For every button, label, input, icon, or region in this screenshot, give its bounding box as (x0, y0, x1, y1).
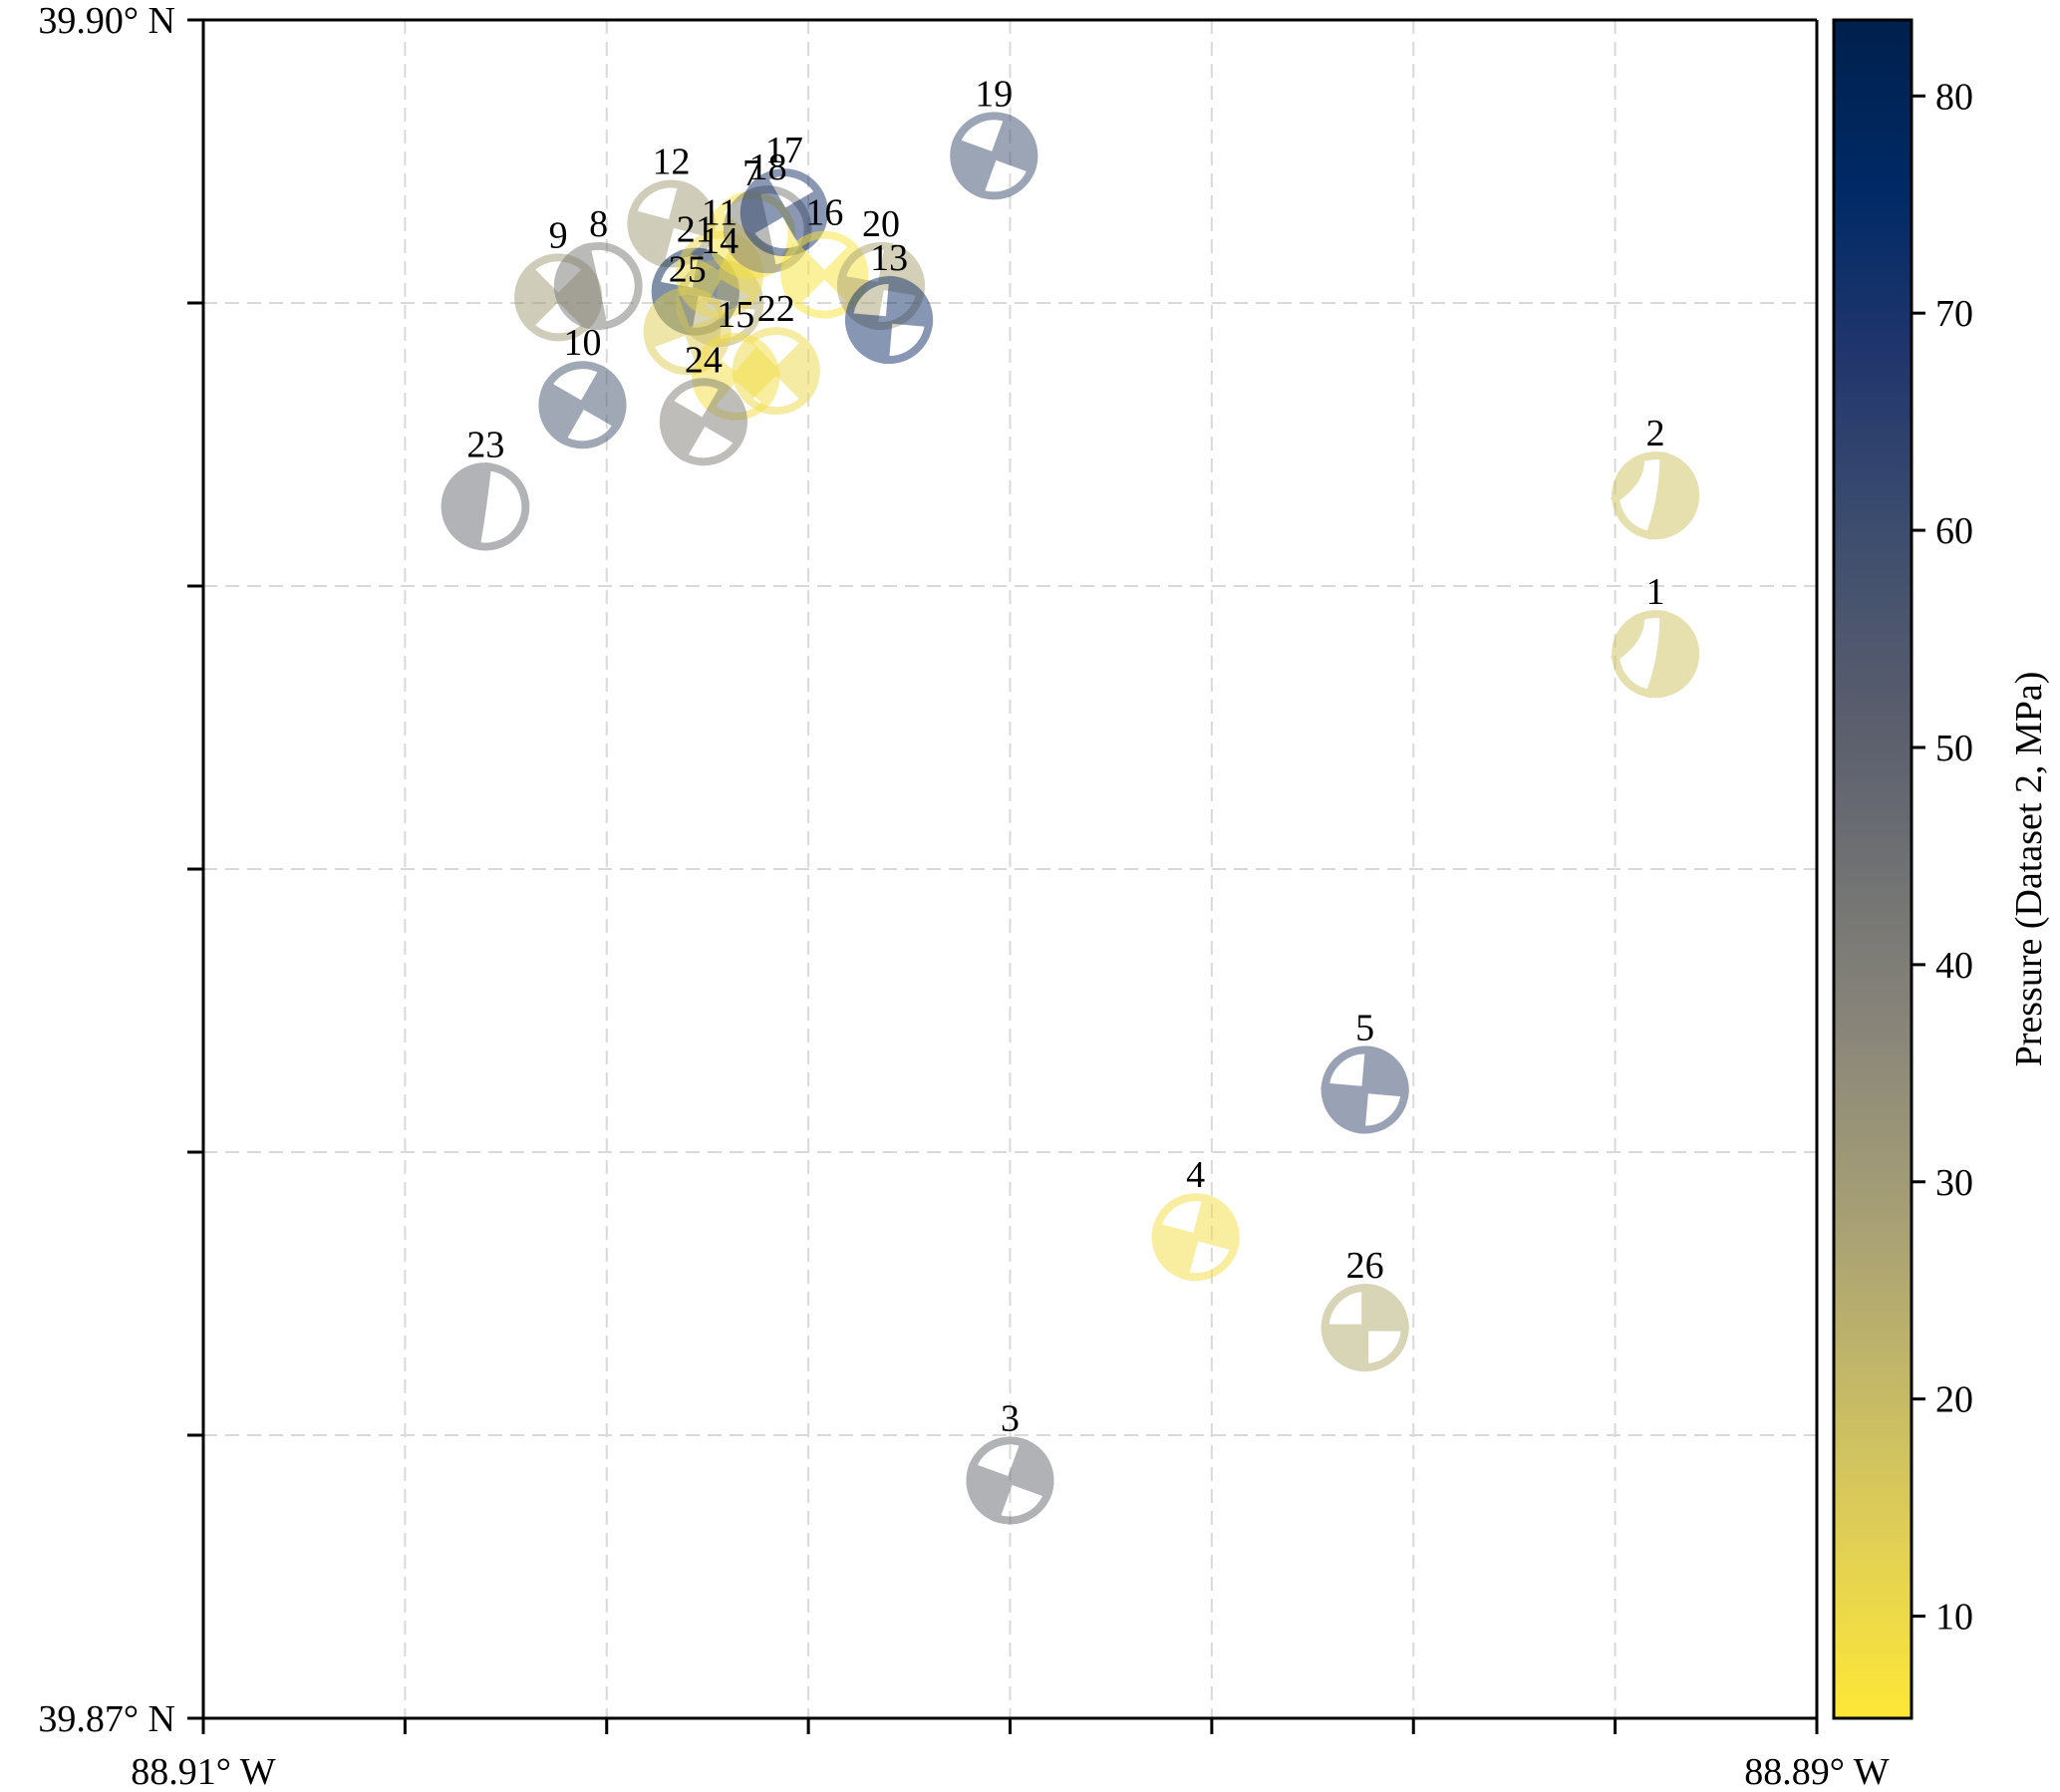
event-label-21: 21 (677, 209, 715, 251)
event-label-24: 24 (685, 339, 723, 381)
beachball-3 (966, 1436, 1054, 1525)
beachball-quadrant (845, 316, 890, 364)
colorbar-tick-label: 80 (1935, 76, 1973, 118)
event-label-26: 26 (1346, 1245, 1384, 1287)
nodal-plane (1610, 612, 1644, 663)
event-label-17: 17 (765, 130, 803, 171)
beachball-quadrant (889, 276, 934, 324)
beachball-23 (441, 461, 530, 551)
y-tick-label-first: 39.87° N (38, 1698, 175, 1740)
event-label-19: 19 (975, 73, 1013, 115)
nodal-plane (967, 1462, 1053, 1499)
nodal-plane (844, 312, 934, 328)
colorbar: 10 20 30 40 50 60 70 80 Pressure (Dataset 2, MP… (1832, 18, 2050, 1720)
beachball-26 (1321, 1284, 1409, 1372)
beachball-outline (441, 462, 530, 551)
nodal-plane (951, 137, 1036, 174)
event-label-5: 5 (1355, 1008, 1374, 1049)
nodal-plane (1644, 610, 1667, 699)
event-label-7: 7 (742, 152, 761, 194)
event-label-8: 8 (589, 203, 608, 245)
event-label-4: 4 (1186, 1154, 1205, 1196)
nodal-plane (680, 249, 759, 300)
nodal-plane (1610, 453, 1644, 504)
beachball-2 (1610, 451, 1700, 540)
nodal-plane (1321, 1082, 1409, 1097)
event-label-18: 18 (749, 147, 787, 188)
beachball-quadrant (1321, 1085, 1365, 1134)
nodal-plane (758, 172, 809, 252)
event-label-13: 13 (870, 237, 908, 279)
beachball-5 (1321, 1045, 1409, 1134)
event-label-9: 9 (549, 214, 568, 256)
x-tick-label-first: 88.91° W (131, 1751, 276, 1792)
colorbar-tick-label: 40 (1935, 945, 1973, 987)
nodal-plane (582, 242, 608, 331)
event-label-23: 23 (466, 424, 504, 465)
nodal-plane (1644, 451, 1667, 540)
grid-lines (203, 20, 1817, 1718)
beachball-10 (538, 361, 627, 449)
beachball-4 (1151, 1193, 1240, 1282)
event-label-22: 22 (757, 288, 795, 330)
colorbar-tick-label: 20 (1935, 1379, 1973, 1421)
nodal-plane (664, 397, 743, 448)
nodal-plane (542, 380, 623, 431)
beachball-layer (441, 112, 1700, 1525)
colorbar-tick-label: 50 (1935, 728, 1973, 769)
event-label-12: 12 (653, 141, 691, 182)
colorbar-title: Pressure (Dataset 2, MPa) (2008, 672, 2050, 1067)
beachball-quadrant (1364, 1284, 1409, 1329)
event-label-25: 25 (669, 248, 707, 290)
event-label-3: 3 (1001, 1397, 1020, 1439)
colorbar-tick-label: 10 (1935, 1597, 1973, 1639)
event-label-16: 16 (805, 192, 843, 234)
colorbar-ticks: 10 20 30 40 50 60 70 80 (1912, 76, 1973, 1639)
beachball-24 (659, 378, 747, 466)
event-label-15: 15 (717, 294, 754, 336)
nodal-plane (472, 461, 492, 550)
colorbar-tick-label: 30 (1935, 1162, 1973, 1204)
nodal-plane (628, 208, 715, 239)
beachball-13 (844, 275, 934, 365)
beachball-quadrant (1364, 1045, 1409, 1094)
event-label-1: 1 (1646, 571, 1665, 613)
beachball-8 (553, 241, 643, 331)
x-tick-label-last: 88.89° W (1744, 1751, 1890, 1792)
axis-ticks (187, 18, 1819, 1734)
y-tick-label-last: 39.90° N (38, 0, 175, 42)
nodal-plane (700, 345, 772, 408)
beachball-outline (554, 241, 643, 330)
beachball-quadrant (1321, 1328, 1365, 1372)
nodal-plane (1152, 1222, 1240, 1252)
event-label-10: 10 (563, 322, 601, 364)
event-label-20: 20 (862, 203, 900, 245)
beachball-1 (1610, 610, 1700, 699)
event-label-11: 11 (702, 192, 738, 234)
event-label-14: 14 (701, 220, 738, 262)
colorbar-tick-label: 70 (1935, 293, 1973, 335)
event-label-2: 2 (1646, 413, 1665, 454)
colorbar-tick-label: 60 (1935, 510, 1973, 552)
beachball-19 (950, 112, 1038, 200)
colorbar-fill (1832, 18, 1913, 1720)
